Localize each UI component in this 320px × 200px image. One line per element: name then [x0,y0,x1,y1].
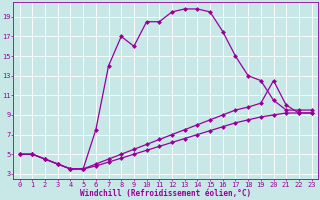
X-axis label: Windchill (Refroidissement éolien,°C): Windchill (Refroidissement éolien,°C) [80,189,251,198]
